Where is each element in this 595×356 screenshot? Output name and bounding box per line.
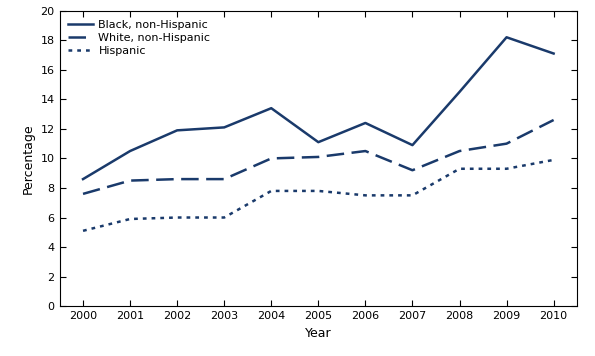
White, non-Hispanic <box>362 149 369 153</box>
Black, non-Hispanic <box>456 90 463 94</box>
Line: White, non-Hispanic: White, non-Hispanic <box>83 120 553 194</box>
Hispanic <box>127 217 134 221</box>
Hispanic <box>221 215 228 220</box>
White, non-Hispanic <box>174 177 181 181</box>
Legend: Black, non-Hispanic, White, non-Hispanic, Hispanic: Black, non-Hispanic, White, non-Hispanic… <box>65 16 214 59</box>
White, non-Hispanic <box>268 156 275 161</box>
Black, non-Hispanic <box>174 128 181 132</box>
Hispanic <box>456 167 463 171</box>
Black, non-Hispanic <box>503 35 510 40</box>
Black, non-Hispanic <box>221 125 228 130</box>
White, non-Hispanic <box>550 118 557 122</box>
White, non-Hispanic <box>503 141 510 146</box>
Hispanic <box>315 189 322 193</box>
Hispanic <box>80 229 87 233</box>
White, non-Hispanic <box>127 178 134 183</box>
Black, non-Hispanic <box>362 121 369 125</box>
White, non-Hispanic <box>315 155 322 159</box>
Y-axis label: Percentage: Percentage <box>22 123 35 194</box>
X-axis label: Year: Year <box>305 326 331 340</box>
Line: Hispanic: Hispanic <box>83 160 553 231</box>
White, non-Hispanic <box>409 168 416 172</box>
Black, non-Hispanic <box>409 143 416 147</box>
Line: Black, non-Hispanic: Black, non-Hispanic <box>83 37 553 179</box>
White, non-Hispanic <box>221 177 228 181</box>
Hispanic <box>362 193 369 198</box>
Black, non-Hispanic <box>127 149 134 153</box>
Black, non-Hispanic <box>315 140 322 144</box>
Black, non-Hispanic <box>550 51 557 56</box>
White, non-Hispanic <box>80 192 87 196</box>
Black, non-Hispanic <box>268 106 275 110</box>
Hispanic <box>268 189 275 193</box>
Hispanic <box>409 193 416 198</box>
Hispanic <box>503 167 510 171</box>
Hispanic <box>550 158 557 162</box>
White, non-Hispanic <box>456 149 463 153</box>
Black, non-Hispanic <box>80 177 87 181</box>
Hispanic <box>174 215 181 220</box>
